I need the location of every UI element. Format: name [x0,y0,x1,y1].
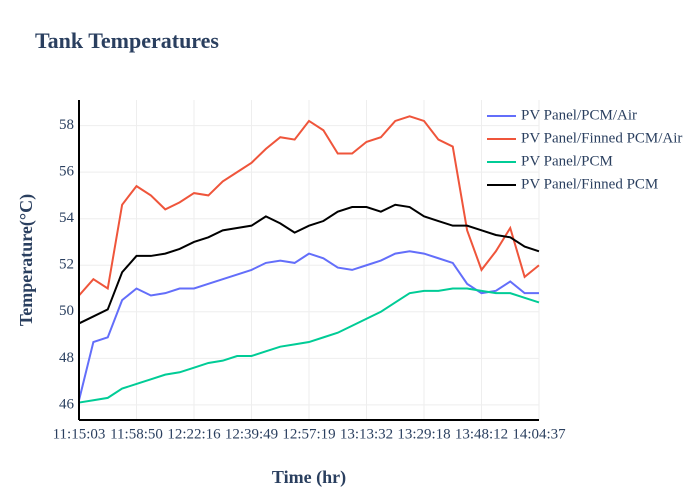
x-tick-label: 14:04:37 [512,426,566,442]
y-axis-title: Temperature(°C) [16,194,37,326]
y-tick-label: 46 [59,396,75,412]
x-tick-label: 11:15:03 [53,426,106,442]
series-line [78,115,540,297]
series-line [78,250,539,401]
y-tick-label: 50 [59,303,74,319]
series-line [78,203,540,325]
legend-label: PV Panel/Finned PCM/Air [521,130,682,146]
y-tick-label: 48 [59,350,74,366]
y-tick-label: 56 [59,164,75,180]
x-tick-label: 12:22:16 [167,426,221,442]
x-tick-label: 13:13:32 [340,426,393,442]
x-tick-label: 12:57:19 [282,426,335,442]
x-tick-label: 12:39:49 [225,426,278,442]
x-tick-label: 13:48:12 [455,426,508,442]
legend-label: PV Panel/Finned PCM [521,176,658,192]
y-tick-label: 54 [59,210,75,226]
y-tick-label: 52 [59,257,74,273]
grid [78,100,540,420]
x-tick-label: 13:29:18 [397,426,450,442]
legend-label: PV Panel/PCM [521,153,613,169]
lines [78,115,540,404]
y-tick-label: 58 [59,117,74,133]
x-tick-label: 11:58:50 [110,426,163,442]
legend-label: PV Panel/PCM/Air [521,107,637,123]
chart-title: Tank Temperatures [35,28,219,53]
x-axis-title: Time (hr) [272,467,346,488]
series-line [78,287,540,404]
legend: PV Panel/PCM/Air PV Panel/Finned PCM/Air P… [487,107,682,192]
